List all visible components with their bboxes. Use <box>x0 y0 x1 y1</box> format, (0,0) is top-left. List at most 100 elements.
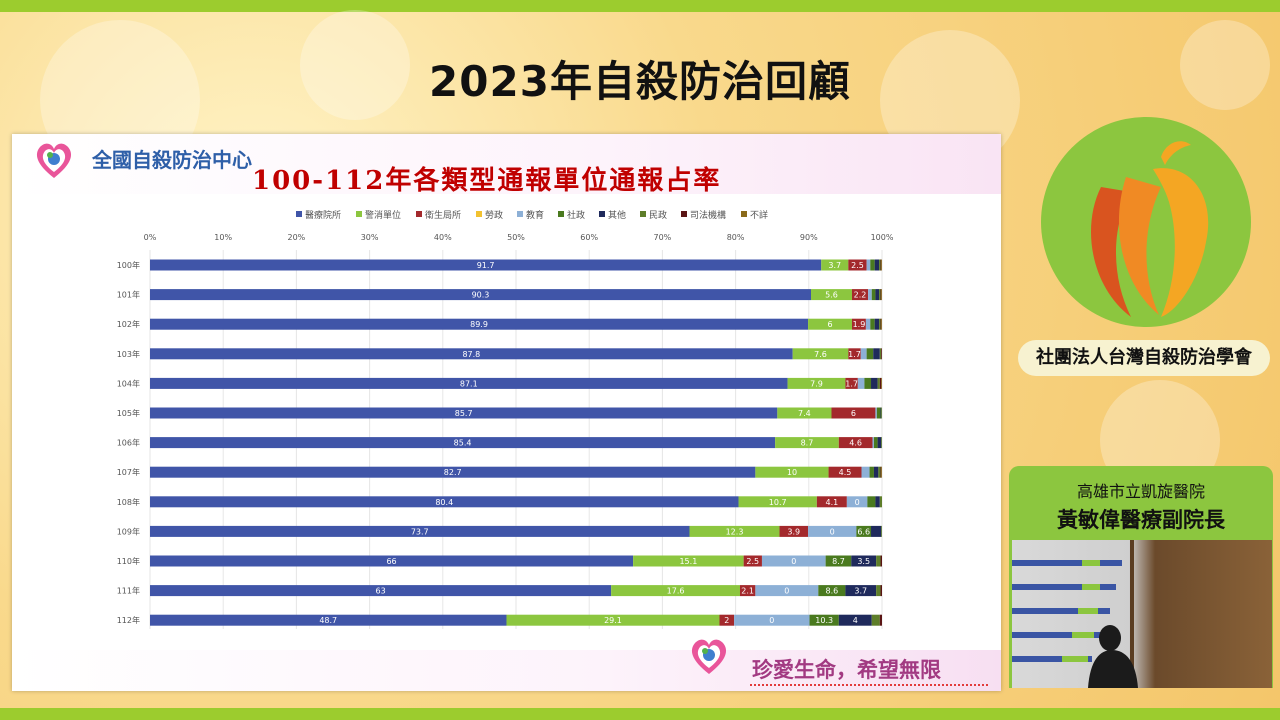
bar-data-label: 5.6 <box>825 291 838 300</box>
chart-title: 100-112年各類型通報單位通報占率 <box>252 166 722 196</box>
bar-segment <box>876 407 881 419</box>
legend-label: 社政 <box>567 209 585 221</box>
bar-segment <box>874 259 880 271</box>
bar-segment <box>864 377 872 389</box>
bar-segment <box>880 555 882 567</box>
bar-data-label: 82.7 <box>444 468 462 477</box>
bar-data-label: 0 <box>830 527 835 536</box>
bar-segment <box>866 348 874 360</box>
bar-data-label: 2.1 <box>741 587 754 596</box>
bar-segment <box>150 525 690 537</box>
legend-swatch <box>640 211 646 217</box>
bar-segment <box>861 466 870 478</box>
bar-segment <box>838 437 873 449</box>
stacked-bar-chart: 醫療院所 警消單位 衛生局所 勞政 教育 社政 其他 民政 司法機構 不詳 0% 10% 20% 30%… <box>117 209 894 629</box>
bar-data-label: 80.4 <box>435 498 453 507</box>
bar-segment <box>880 585 882 597</box>
bar-segment <box>845 585 877 597</box>
bar-segment <box>838 614 872 626</box>
bar-segment <box>851 318 866 330</box>
bar-segment <box>880 289 882 301</box>
bar-segment <box>828 466 862 478</box>
bar-segment <box>743 555 762 567</box>
bar-data-label: 4.1 <box>825 498 838 507</box>
bar-data-label: 87.1 <box>460 379 478 388</box>
bar-segment <box>879 348 882 360</box>
bar-segment <box>719 614 735 626</box>
bar-data-label: 10 <box>787 468 797 477</box>
bar-segment <box>873 437 878 449</box>
legend-label: 民政 <box>649 209 667 221</box>
legend-label: 衛生局所 <box>425 209 461 221</box>
bar-segment <box>869 466 874 478</box>
bar-data-label: 66 <box>386 557 396 566</box>
bar-segment <box>150 289 811 301</box>
bar-segment <box>877 437 882 449</box>
speaker-video-feed <box>1012 540 1272 688</box>
bar-data-label: 4.6 <box>849 439 862 448</box>
bar-data-label: 3.7 <box>828 261 841 270</box>
legend-label: 勞政 <box>485 209 503 221</box>
video-scene <box>1012 540 1138 688</box>
legend-swatch <box>599 211 605 217</box>
bar-segment <box>870 259 875 271</box>
slide-panel: 全國自殺防治中心 100-112年各類型通報單位通報占率 醫療院所 警消單位 衛生局… <box>12 134 1001 691</box>
bar-segment <box>150 555 634 567</box>
legend-swatch <box>741 211 747 217</box>
x-tick-label: 40% <box>434 233 452 242</box>
y-category-label: 103年 <box>117 349 140 359</box>
bar-data-label: 2.2 <box>854 291 867 300</box>
y-category-label: 106年 <box>117 438 140 448</box>
bar-segment <box>809 614 839 626</box>
bar-segment <box>880 407 882 419</box>
bar-segment <box>779 525 809 537</box>
x-tick-label: 30% <box>361 233 379 242</box>
slogan-underline <box>750 681 988 686</box>
bar-data-label: 7.9 <box>810 379 823 388</box>
legend-swatch <box>476 211 482 217</box>
bar-segment <box>881 289 882 301</box>
bar-segment <box>881 525 882 537</box>
bar-segment <box>876 585 881 597</box>
bar-data-label: 29.1 <box>604 616 622 625</box>
bar-segment <box>860 348 867 360</box>
y-category-label: 102年 <box>117 319 140 329</box>
bar-data-label: 8.6 <box>825 587 838 596</box>
bar-data-label: 85.4 <box>454 439 472 448</box>
bar-data-label: 91.7 <box>477 261 495 270</box>
background-bokeh <box>300 10 410 120</box>
bar-segment <box>880 318 882 330</box>
bar-segment <box>755 585 819 597</box>
slogan: 珍愛生命，希望無限 <box>752 658 941 682</box>
bar-segment <box>150 259 822 271</box>
bar-data-label: 12.3 <box>726 527 744 536</box>
bar-segment <box>818 585 846 597</box>
bar-segment <box>739 585 756 597</box>
bar-data-label: 4 <box>853 616 858 625</box>
bar-segment <box>810 289 852 301</box>
bar-data-label: 90.3 <box>472 291 490 300</box>
bar-data-label: 2.5 <box>746 557 759 566</box>
bar-data-label: 48.7 <box>319 616 337 625</box>
bar-data-label: 3.7 <box>854 587 867 596</box>
bar-segment <box>879 259 881 271</box>
bar-segment <box>873 466 879 478</box>
legend-label: 司法機構 <box>690 209 726 221</box>
bar-segment <box>792 348 849 360</box>
bar-data-label: 7.4 <box>798 409 811 418</box>
bar-segment <box>880 466 882 478</box>
bar-segment <box>150 318 809 330</box>
bar-data-label: 0 <box>769 616 774 625</box>
bar-segment <box>851 289 869 301</box>
bar-segment <box>879 318 881 330</box>
bar-segment <box>881 407 882 419</box>
slide-header-band <box>12 134 1001 194</box>
legend-label: 警消單位 <box>365 209 401 221</box>
bar-segment <box>875 496 880 508</box>
bar-segment <box>851 555 877 567</box>
y-category-label: 105年 <box>117 408 140 418</box>
y-category-label: 112年 <box>117 615 140 625</box>
bar-segment <box>865 318 871 330</box>
bar-segment <box>150 377 788 389</box>
legend-label: 醫療院所 <box>305 209 341 221</box>
